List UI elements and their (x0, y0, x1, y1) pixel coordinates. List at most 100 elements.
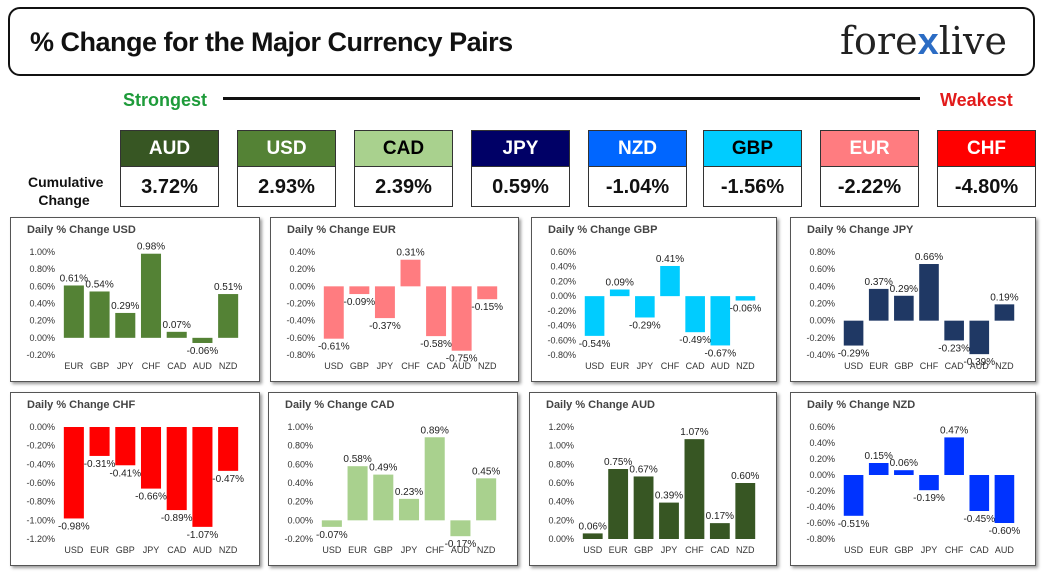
chart-panel-aud: Daily % Change AUD 0.00% 0.20% 0.40% 0.60% 0.… (529, 392, 777, 566)
y-tick-label: -0.80% (26, 497, 55, 507)
logo-text-right: live (938, 19, 1007, 63)
bar-nzd (994, 304, 1015, 321)
data-label: -0.49% (679, 335, 711, 346)
x-tick-label: AUD (970, 361, 990, 371)
bar-jpy (374, 286, 395, 319)
strongest-label: Strongest (123, 90, 208, 110)
x-tick-label: NZD (219, 361, 238, 371)
x-tick-label: GBP (90, 361, 109, 371)
y-tick-label: 0.80% (809, 247, 835, 257)
data-label: 0.49% (369, 463, 397, 474)
x-tick-label: NZD (995, 361, 1014, 371)
data-label: 0.61% (60, 273, 88, 284)
data-label: -0.37% (369, 321, 401, 332)
data-label: 0.31% (396, 248, 424, 259)
cumulative-change-value: -2.22% (820, 167, 919, 207)
x-tick-label: USD (324, 361, 344, 371)
bar-cad (166, 331, 187, 338)
data-label: 0.17% (706, 511, 734, 522)
y-tick-label: 0.60% (809, 422, 835, 432)
data-label: -0.17% (445, 539, 477, 550)
data-label: -0.41% (109, 468, 141, 479)
bar-gbp (894, 470, 914, 475)
chart-panel-cad: Daily % Change CAD -0.20% 0.00% 0.20% 0.40% 0… (268, 392, 518, 566)
chart-svg: -1.20% -1.00% -0.80% -0.60% -0.40% -0.20% 0.00… (26, 422, 244, 555)
data-label: 0.47% (940, 425, 968, 436)
page-title: % Change for the Major Currency Pairs (30, 27, 513, 57)
bar-aud (994, 475, 1015, 523)
bar-jpy (115, 312, 136, 338)
y-tick-label: 0.40% (287, 478, 313, 488)
bar-gbp (115, 427, 136, 466)
data-label: 0.06% (579, 521, 607, 532)
bar-gbp (894, 295, 914, 321)
x-tick-label: NZD (477, 545, 496, 555)
x-tick-label: CAD (167, 545, 187, 555)
y-tick-label: 0.00% (287, 515, 313, 525)
y-tick-label: 1.00% (548, 441, 574, 451)
data-label: -0.06% (187, 346, 219, 357)
chart-panel-usd: Daily % Change USD -0.20% 0.00% 0.20% 0.40% 0… (10, 217, 260, 382)
data-label: 0.19% (990, 292, 1018, 303)
y-tick-label: -1.20% (26, 534, 55, 544)
chart-svg: -0.20% 0.00% 0.20% 0.40% 0.60% 0.80% 1.00% 0.61… (26, 242, 242, 371)
data-label: -0.58% (420, 339, 452, 350)
bar-chf (684, 439, 705, 539)
bar-gbp (349, 286, 370, 295)
x-tick-label: NZD (736, 545, 755, 555)
x-tick-label: CHF (685, 545, 704, 555)
currency-box-gbp: GBP -1.56% (703, 130, 802, 209)
data-label: 0.58% (343, 454, 371, 465)
currency-code: JPY (471, 130, 570, 167)
x-tick-label: AUD (995, 545, 1015, 555)
bar-jpy (919, 475, 939, 491)
bar-nzd (476, 478, 497, 521)
weakest-label: Weakest (940, 90, 1013, 110)
x-tick-label: USD (583, 545, 603, 555)
data-label: -0.61% (318, 342, 350, 353)
bar-nzd (735, 483, 756, 539)
bar-cad (944, 320, 964, 341)
data-label: -0.51% (838, 519, 870, 530)
y-tick-label: 0.20% (287, 497, 313, 507)
chart-svg: -0.40% -0.20% 0.00% 0.20% 0.40% 0.60% 0.80% -0.… (806, 247, 1018, 371)
y-tick-label: -0.20% (26, 441, 55, 451)
x-tick-label: CAD (710, 545, 730, 555)
cumulative-change-value: -1.56% (703, 167, 802, 207)
y-tick-label: 0.00% (29, 422, 55, 432)
bar-aud (450, 520, 471, 537)
x-tick-label: AUD (452, 361, 472, 371)
x-tick-label: CAD (945, 361, 965, 371)
bar-chf (140, 253, 162, 338)
y-tick-label: 0.20% (809, 454, 835, 464)
x-tick-label: CAD (167, 361, 187, 371)
y-tick-label: 0.60% (548, 478, 574, 488)
x-tick-label: CHF (425, 545, 444, 555)
data-label: -1.07% (187, 530, 219, 541)
chart-title: Daily % Change CAD (285, 399, 395, 411)
data-label: -0.15% (471, 302, 503, 313)
chart-svg: -0.80% -0.60% -0.40% -0.20% 0.00% 0.20% 0.40% 0… (547, 247, 761, 371)
bar-nzd (735, 296, 756, 301)
bar-eur (347, 466, 368, 521)
currency-box-usd: USD 2.93% (237, 130, 336, 209)
x-tick-label: JPY (921, 545, 938, 555)
x-tick-label: NZD (478, 361, 497, 371)
forexlive-logo: forexlive (840, 19, 1007, 64)
bar-gbp (373, 474, 394, 521)
x-tick-label: USD (64, 545, 84, 555)
x-tick-label: JPY (143, 545, 160, 555)
currency-box-jpy: JPY 0.59% (471, 130, 570, 209)
y-tick-label: 0.60% (809, 264, 835, 274)
x-tick-label: USD (322, 545, 342, 555)
x-tick-label: EUR (869, 545, 889, 555)
data-label: -0.07% (316, 530, 348, 541)
y-tick-label: -0.40% (286, 316, 315, 326)
data-label: 0.41% (656, 254, 684, 265)
cumulative-change-value: 3.72% (120, 167, 219, 207)
cumulative-change-value: -4.80% (937, 167, 1036, 207)
x-tick-label: JPY (401, 545, 418, 555)
y-tick-label: -0.80% (286, 350, 315, 360)
data-label: 0.15% (865, 451, 893, 462)
y-tick-label: 0.00% (809, 470, 835, 480)
